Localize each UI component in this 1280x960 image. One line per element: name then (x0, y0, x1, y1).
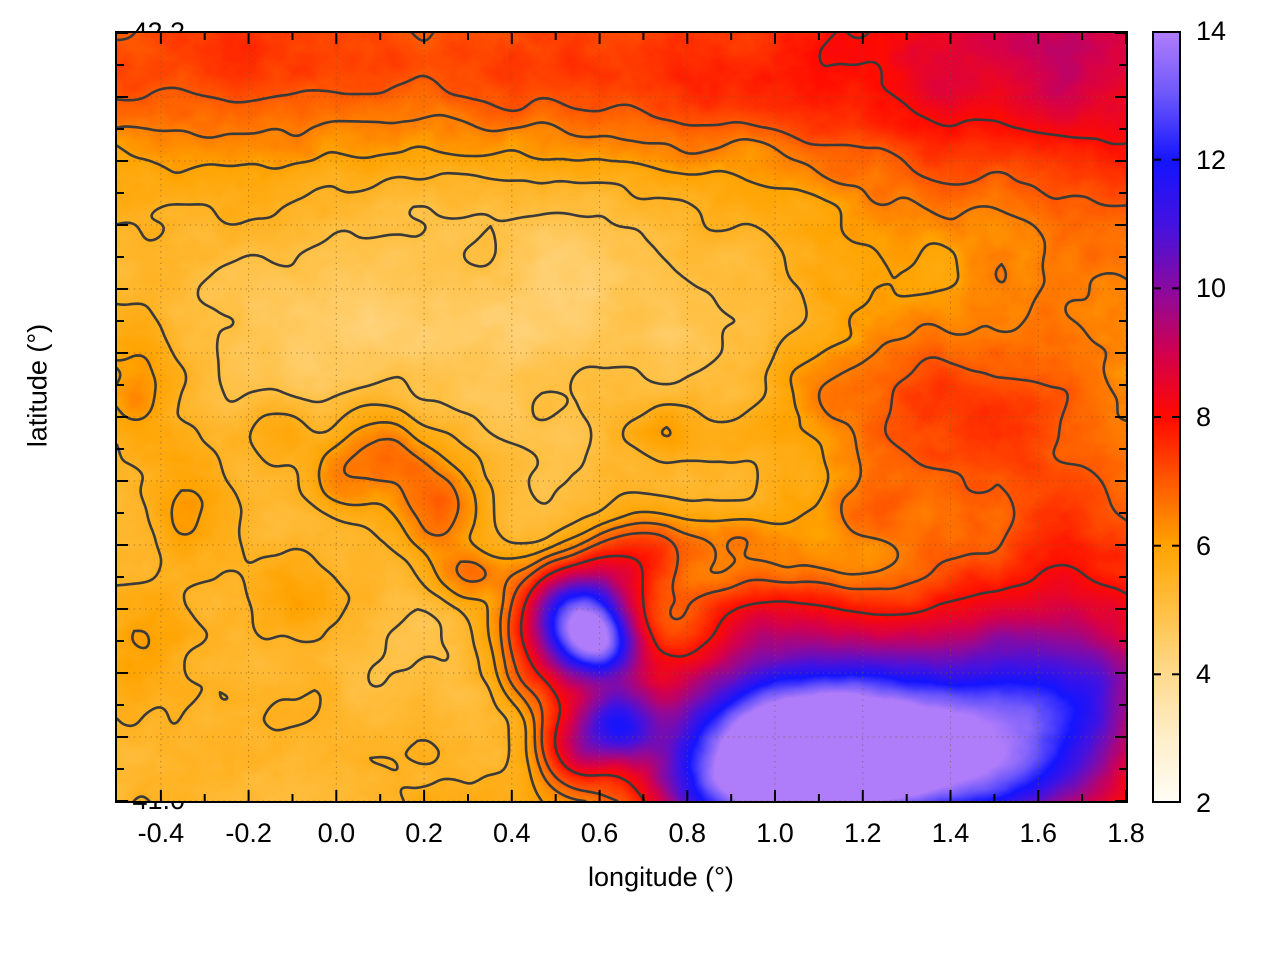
y-axis-label: latitude (°) (22, 323, 53, 448)
x-tick-label: -0.2 (225, 818, 272, 848)
x-tick-label: 0.0 (317, 818, 356, 848)
gridlines (117, 33, 1126, 801)
x-tick-label: 1.2 (844, 818, 882, 848)
x-tick-label: 1.8 (1107, 818, 1145, 848)
colorbar-ticks (1153, 158, 1180, 676)
colorbar-tick-label: 12 (1196, 144, 1227, 175)
colorbar-tick-label: 10 (1196, 273, 1227, 304)
colorbar-tick-label: 2 (1196, 788, 1212, 818)
plot-area (115, 31, 1128, 803)
colorbar-tick-label: 4 (1196, 659, 1212, 690)
colorbar-tick-label: 14 (1196, 16, 1227, 46)
x-tick-label: 0.6 (580, 818, 619, 848)
colorbar-tick-label: 8 (1196, 402, 1212, 432)
x-tick-label: -0.4 (137, 818, 185, 848)
x-tick-label: 0.4 (493, 818, 531, 848)
colorbar-tick-label: 6 (1196, 530, 1212, 561)
x-axis-label: longitude (°) (588, 862, 734, 892)
x-tick-label: 0.2 (405, 818, 443, 848)
x-tick-label: 1.4 (931, 818, 970, 848)
x-tick-label: 1.6 (1019, 818, 1058, 848)
x-tick-label: 0.8 (668, 818, 707, 848)
x-tick-label: 1.0 (756, 818, 794, 848)
contour-lines (117, 33, 1126, 801)
